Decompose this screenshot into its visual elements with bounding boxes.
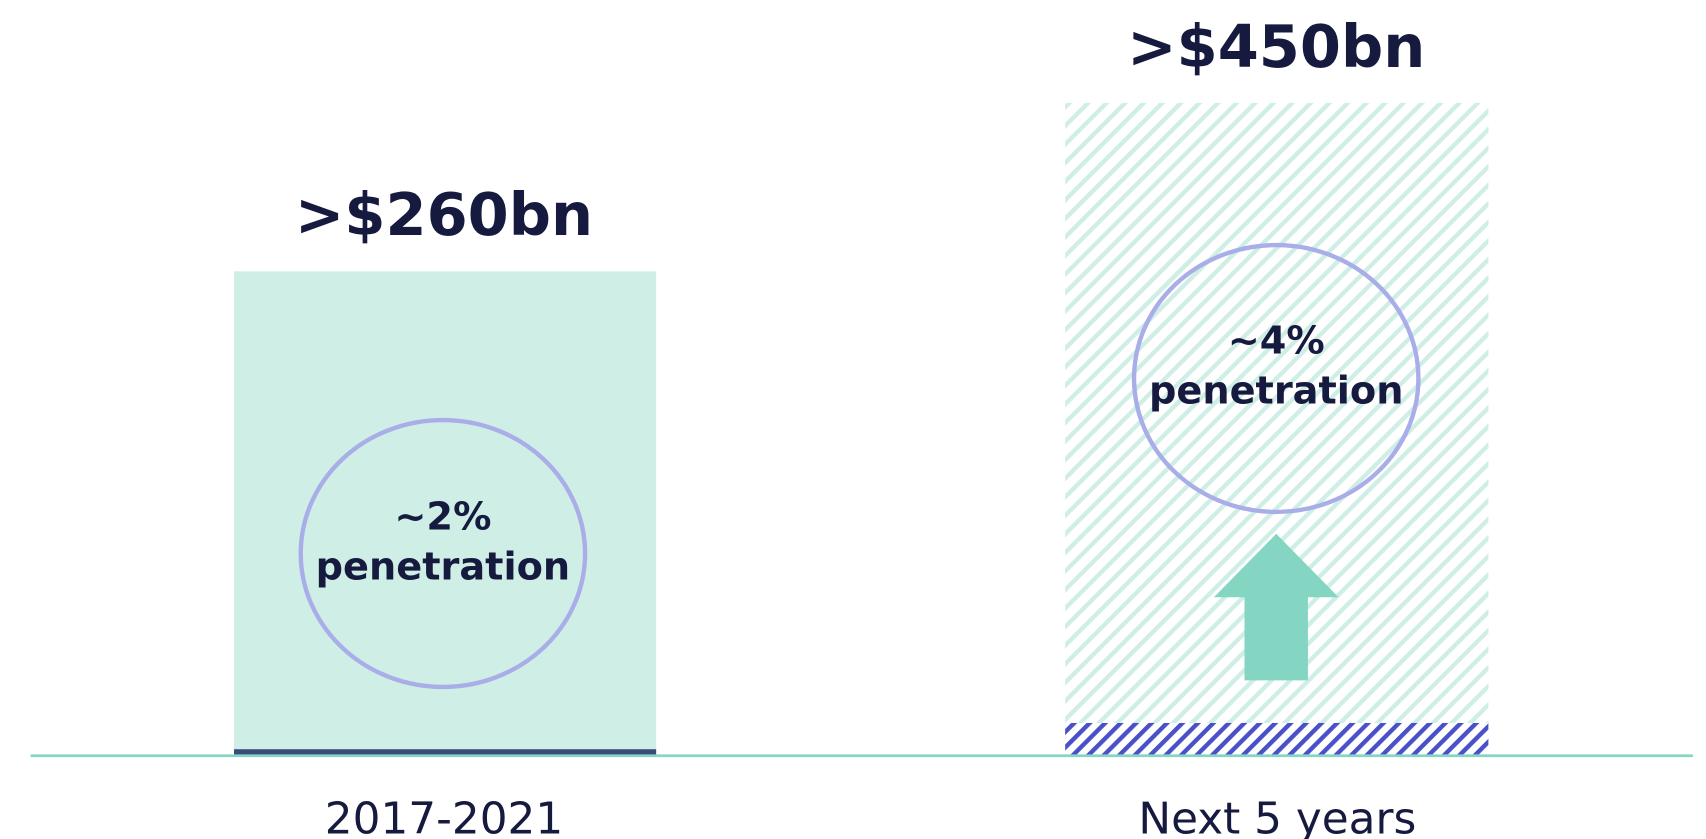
share: ~4% [1228, 318, 1325, 363]
share-caption: penetration [316, 545, 570, 590]
up-arrow [1213, 533, 1339, 681]
bar-base [1065, 722, 1489, 756]
column-label: Next 5 years [1138, 793, 1416, 839]
circle [1131, 242, 1421, 515]
circle [298, 417, 588, 690]
bar [234, 271, 657, 756]
column-label: 2017-2021 [325, 793, 563, 839]
value-label: >$450bn [1127, 12, 1425, 81]
bar-base [234, 749, 657, 756]
share-caption: penetration [1149, 369, 1403, 414]
share: ~2% [394, 494, 491, 539]
value-label: >$260bn [295, 180, 593, 249]
